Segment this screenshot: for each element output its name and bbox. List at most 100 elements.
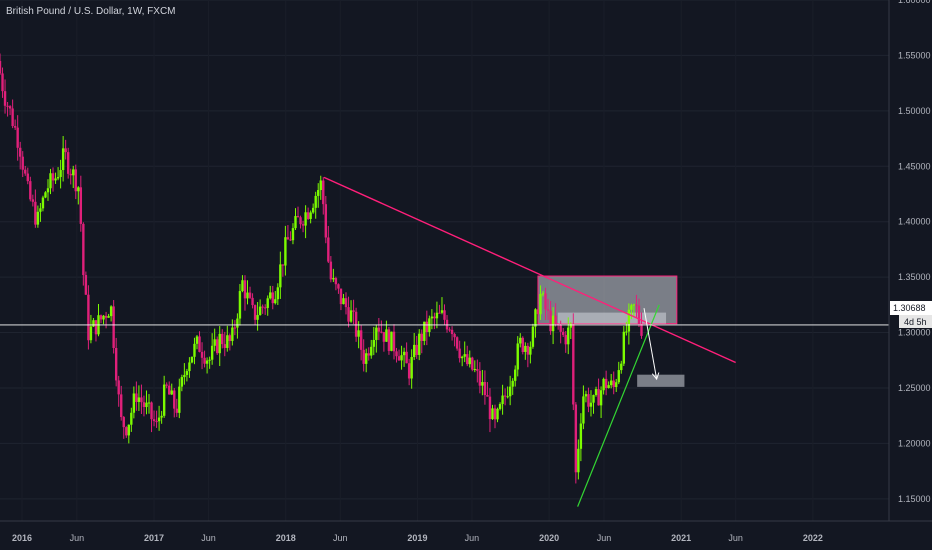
bear-candle xyxy=(521,337,524,352)
bear-candle xyxy=(125,427,128,436)
bear-candle xyxy=(415,344,418,355)
bear-candle xyxy=(405,351,408,364)
time-tick-label: 2021 xyxy=(671,533,691,543)
bull-candle xyxy=(188,362,191,372)
bull-candle xyxy=(460,356,464,359)
bear-candle xyxy=(120,394,123,418)
bull-candle xyxy=(205,360,209,364)
bear-candle xyxy=(407,363,411,379)
bear-candle xyxy=(324,204,327,238)
bull-candle xyxy=(498,404,502,409)
bull-candle xyxy=(357,330,360,337)
bear-candle xyxy=(382,332,386,342)
time-tick-label: 2022 xyxy=(803,533,823,543)
bull-candle xyxy=(418,333,421,355)
bear-candle xyxy=(322,180,325,205)
bear-candle xyxy=(554,315,557,325)
time-axis: 2016 Jun 2017 Jun 2018 Jun 2019 Jun 2020 Jun 2021 J… xyxy=(12,533,823,543)
bear-candle xyxy=(233,327,237,329)
bear-candle xyxy=(253,305,257,320)
time-tick-label: 2020 xyxy=(539,533,559,543)
price-axis: 1.60000 1.55000 1.50000 1.45000 1.40000 1.350… xyxy=(898,0,931,504)
bear-candle xyxy=(544,293,547,310)
bear-candle xyxy=(6,105,9,107)
bull-candle xyxy=(178,386,181,413)
bear-candle xyxy=(69,173,72,176)
bear-candle xyxy=(117,380,120,395)
price-tick-label: 1.55000 xyxy=(898,50,931,60)
bear-candle xyxy=(476,369,479,371)
bear-candle xyxy=(112,306,115,348)
bull-candle xyxy=(92,320,95,327)
price-tick-label: 1.25000 xyxy=(898,383,931,393)
support-trendline xyxy=(577,304,660,507)
bull-candle xyxy=(630,305,633,310)
bull-candle xyxy=(61,148,65,171)
bear-candle xyxy=(66,152,70,174)
countdown-value: 4d 5h xyxy=(904,317,927,327)
bull-candle xyxy=(468,357,471,365)
bear-candle xyxy=(31,199,35,202)
bear-candle xyxy=(82,223,85,276)
bull-candle xyxy=(269,292,272,299)
bull-candle xyxy=(607,385,610,388)
bear-candle xyxy=(94,320,98,335)
bear-candle xyxy=(215,339,219,354)
bull-candle xyxy=(56,176,60,179)
bear-candle xyxy=(243,280,247,299)
bear-candle xyxy=(263,307,267,309)
bear-candle xyxy=(587,394,590,407)
time-tick-label: Jun xyxy=(70,533,85,543)
bull-candle xyxy=(314,195,317,208)
bear-candle xyxy=(455,337,459,349)
bear-candle xyxy=(87,294,90,341)
bear-candle xyxy=(286,237,290,240)
bull-candle xyxy=(256,315,259,320)
bear-candle xyxy=(526,345,530,355)
bear-candle xyxy=(168,385,171,395)
bear-candle xyxy=(637,305,641,325)
time-tick-label: Jun xyxy=(465,533,480,543)
bull-candle xyxy=(506,396,509,398)
bear-candle xyxy=(165,384,168,386)
bull-candle xyxy=(238,291,242,319)
bull-candle xyxy=(170,390,173,395)
bear-candle xyxy=(21,156,24,170)
projection-arrow xyxy=(643,308,658,380)
bear-candle xyxy=(420,333,423,341)
bear-candle xyxy=(251,297,254,306)
bull-candle xyxy=(266,298,269,308)
price-tick-label: 1.60000 xyxy=(898,0,931,5)
bull-candle xyxy=(370,346,373,356)
chart-grid xyxy=(0,0,889,500)
bull-candle xyxy=(127,424,131,436)
price-tick-label: 1.50000 xyxy=(898,106,931,116)
bear-candle xyxy=(271,292,274,304)
bear-candle xyxy=(261,306,264,308)
bear-candle xyxy=(13,126,17,128)
bear-candle xyxy=(135,393,138,402)
bear-candle xyxy=(34,201,37,225)
bull-candle xyxy=(602,378,605,391)
bull-candle xyxy=(54,178,57,181)
time-tick-label: Jun xyxy=(597,533,612,543)
bear-candle xyxy=(175,408,178,413)
bear-candle xyxy=(354,311,358,337)
inner-supply-zone xyxy=(557,312,667,324)
bull-candle xyxy=(284,237,287,266)
bull-candle xyxy=(582,396,585,424)
bull-candle xyxy=(311,207,315,213)
bull-candle xyxy=(375,327,378,340)
bull-candle xyxy=(44,192,47,198)
bull-candle xyxy=(551,315,555,332)
bull-candle xyxy=(130,412,133,425)
bull-candle xyxy=(59,170,62,177)
bull-candle xyxy=(317,190,320,196)
bear-candle xyxy=(486,395,489,397)
bear-candle xyxy=(16,127,19,148)
bull-candle xyxy=(213,339,216,346)
bull-candle xyxy=(208,359,211,361)
time-tick-label: Jun xyxy=(201,533,216,543)
bull-candle xyxy=(410,357,413,379)
